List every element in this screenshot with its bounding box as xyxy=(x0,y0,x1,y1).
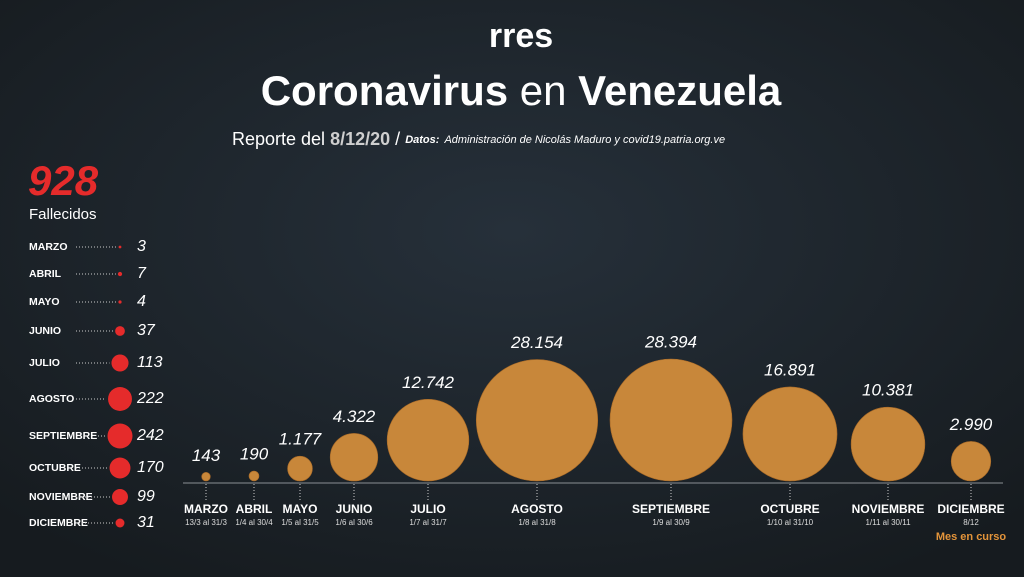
value-label: 113 xyxy=(137,354,163,371)
value-label: 12.742 xyxy=(402,373,455,392)
title-part: Venezuela xyxy=(578,67,782,114)
date-range: 1/4 al 30/4 xyxy=(235,518,273,527)
month-label: ABRIL xyxy=(29,268,62,280)
death-bubble xyxy=(109,457,131,479)
title-part: Coronavirus xyxy=(261,67,508,114)
annotation: Mes en curso xyxy=(936,531,1007,543)
value-label: 2.990 xyxy=(949,415,993,434)
case-bubble xyxy=(609,358,733,482)
date-range: 13/3 al 31/3 xyxy=(185,518,227,527)
value-label: 1.177 xyxy=(279,430,322,449)
title: Coronavirus en Venezuela xyxy=(261,67,782,114)
value-label: 31 xyxy=(137,514,155,531)
death-bubble xyxy=(108,387,132,411)
death-bubble xyxy=(115,326,125,336)
month-label: NOVIEMBRE xyxy=(29,491,93,503)
report-date: 8/12/20 xyxy=(330,129,390,149)
logo: rres xyxy=(489,17,553,55)
month-label: JUNIO xyxy=(336,502,373,516)
separator: / xyxy=(395,129,400,149)
death-bubble xyxy=(107,423,133,449)
month-label: JULIO xyxy=(410,502,445,516)
value-label: 99 xyxy=(137,488,155,505)
value-label: 28.154 xyxy=(510,333,563,352)
month-label: MARZO xyxy=(184,502,228,516)
death-bubble xyxy=(117,271,123,277)
date-range: 1/9 al 30/9 xyxy=(652,518,690,527)
deaths-label: Fallecidos xyxy=(29,206,97,223)
deaths-total: 928 xyxy=(28,157,99,204)
value-label: 16.891 xyxy=(764,360,816,379)
month-label: JUNIO xyxy=(29,325,61,337)
subtitle-prefix: Reporte del xyxy=(232,129,325,149)
value-label: 28.394 xyxy=(644,332,697,351)
value-label: 190 xyxy=(240,445,269,464)
case-bubble xyxy=(742,386,838,482)
case-bubble xyxy=(248,470,260,482)
value-label: 4.322 xyxy=(333,407,376,426)
month-label: SEPTIEMBRE xyxy=(632,502,710,516)
month-label: DICIEMBRE xyxy=(937,502,1004,516)
month-label: OCTUBRE xyxy=(29,462,81,474)
case-bubble xyxy=(386,398,470,482)
case-bubble xyxy=(287,455,313,482)
month-label: AGOSTO xyxy=(29,393,74,405)
value-label: 3 xyxy=(137,238,146,255)
value-label: 242 xyxy=(136,427,164,444)
source: Administración de Nicolás Maduro y covid… xyxy=(443,134,725,146)
value-label: 4 xyxy=(137,293,146,310)
value-label: 7 xyxy=(137,265,147,282)
month-label: AGOSTO xyxy=(511,502,563,516)
month-label: ABRIL xyxy=(236,502,273,516)
case-bubble xyxy=(950,441,992,482)
value-label: 143 xyxy=(192,446,221,465)
value-label: 37 xyxy=(137,322,156,339)
title-part: en xyxy=(520,67,567,114)
death-bubble xyxy=(118,245,122,249)
month-label: MAYO xyxy=(283,502,318,516)
date-range: 1/7 al 31/7 xyxy=(409,518,447,527)
date-range: 1/11 al 30/11 xyxy=(865,518,911,527)
month-label: NOVIEMBRE xyxy=(852,502,925,516)
value-label: 10.381 xyxy=(862,381,914,400)
death-bubble xyxy=(111,354,129,372)
date-range: 1/5 al 31/5 xyxy=(281,518,319,527)
month-label: MARZO xyxy=(29,241,68,253)
death-bubble xyxy=(118,300,122,304)
date-range: 1/8 al 31/8 xyxy=(518,518,556,527)
date-range: 1/6 al 30/6 xyxy=(335,518,373,527)
value-label: 170 xyxy=(137,459,164,476)
case-bubble xyxy=(329,433,379,482)
month-label: DICIEMBRE xyxy=(29,517,88,529)
source-label: Datos: xyxy=(405,134,440,146)
death-bubble xyxy=(112,489,128,505)
month-label: JULIO xyxy=(29,357,60,369)
case-bubble xyxy=(201,472,211,482)
date-range: 8/12 xyxy=(963,518,979,527)
date-range: 1/10 al 31/10 xyxy=(767,518,814,527)
death-bubble xyxy=(115,518,125,528)
value-label: 222 xyxy=(136,390,164,407)
month-label: SEPTIEMBRE xyxy=(29,430,97,442)
month-label: MAYO xyxy=(29,296,60,308)
subtitle: Reporte del 8/12/20 / Datos: Administrac… xyxy=(232,129,725,149)
case-bubble xyxy=(475,359,599,482)
case-bubble xyxy=(850,406,926,482)
month-label: OCTUBRE xyxy=(760,502,819,516)
